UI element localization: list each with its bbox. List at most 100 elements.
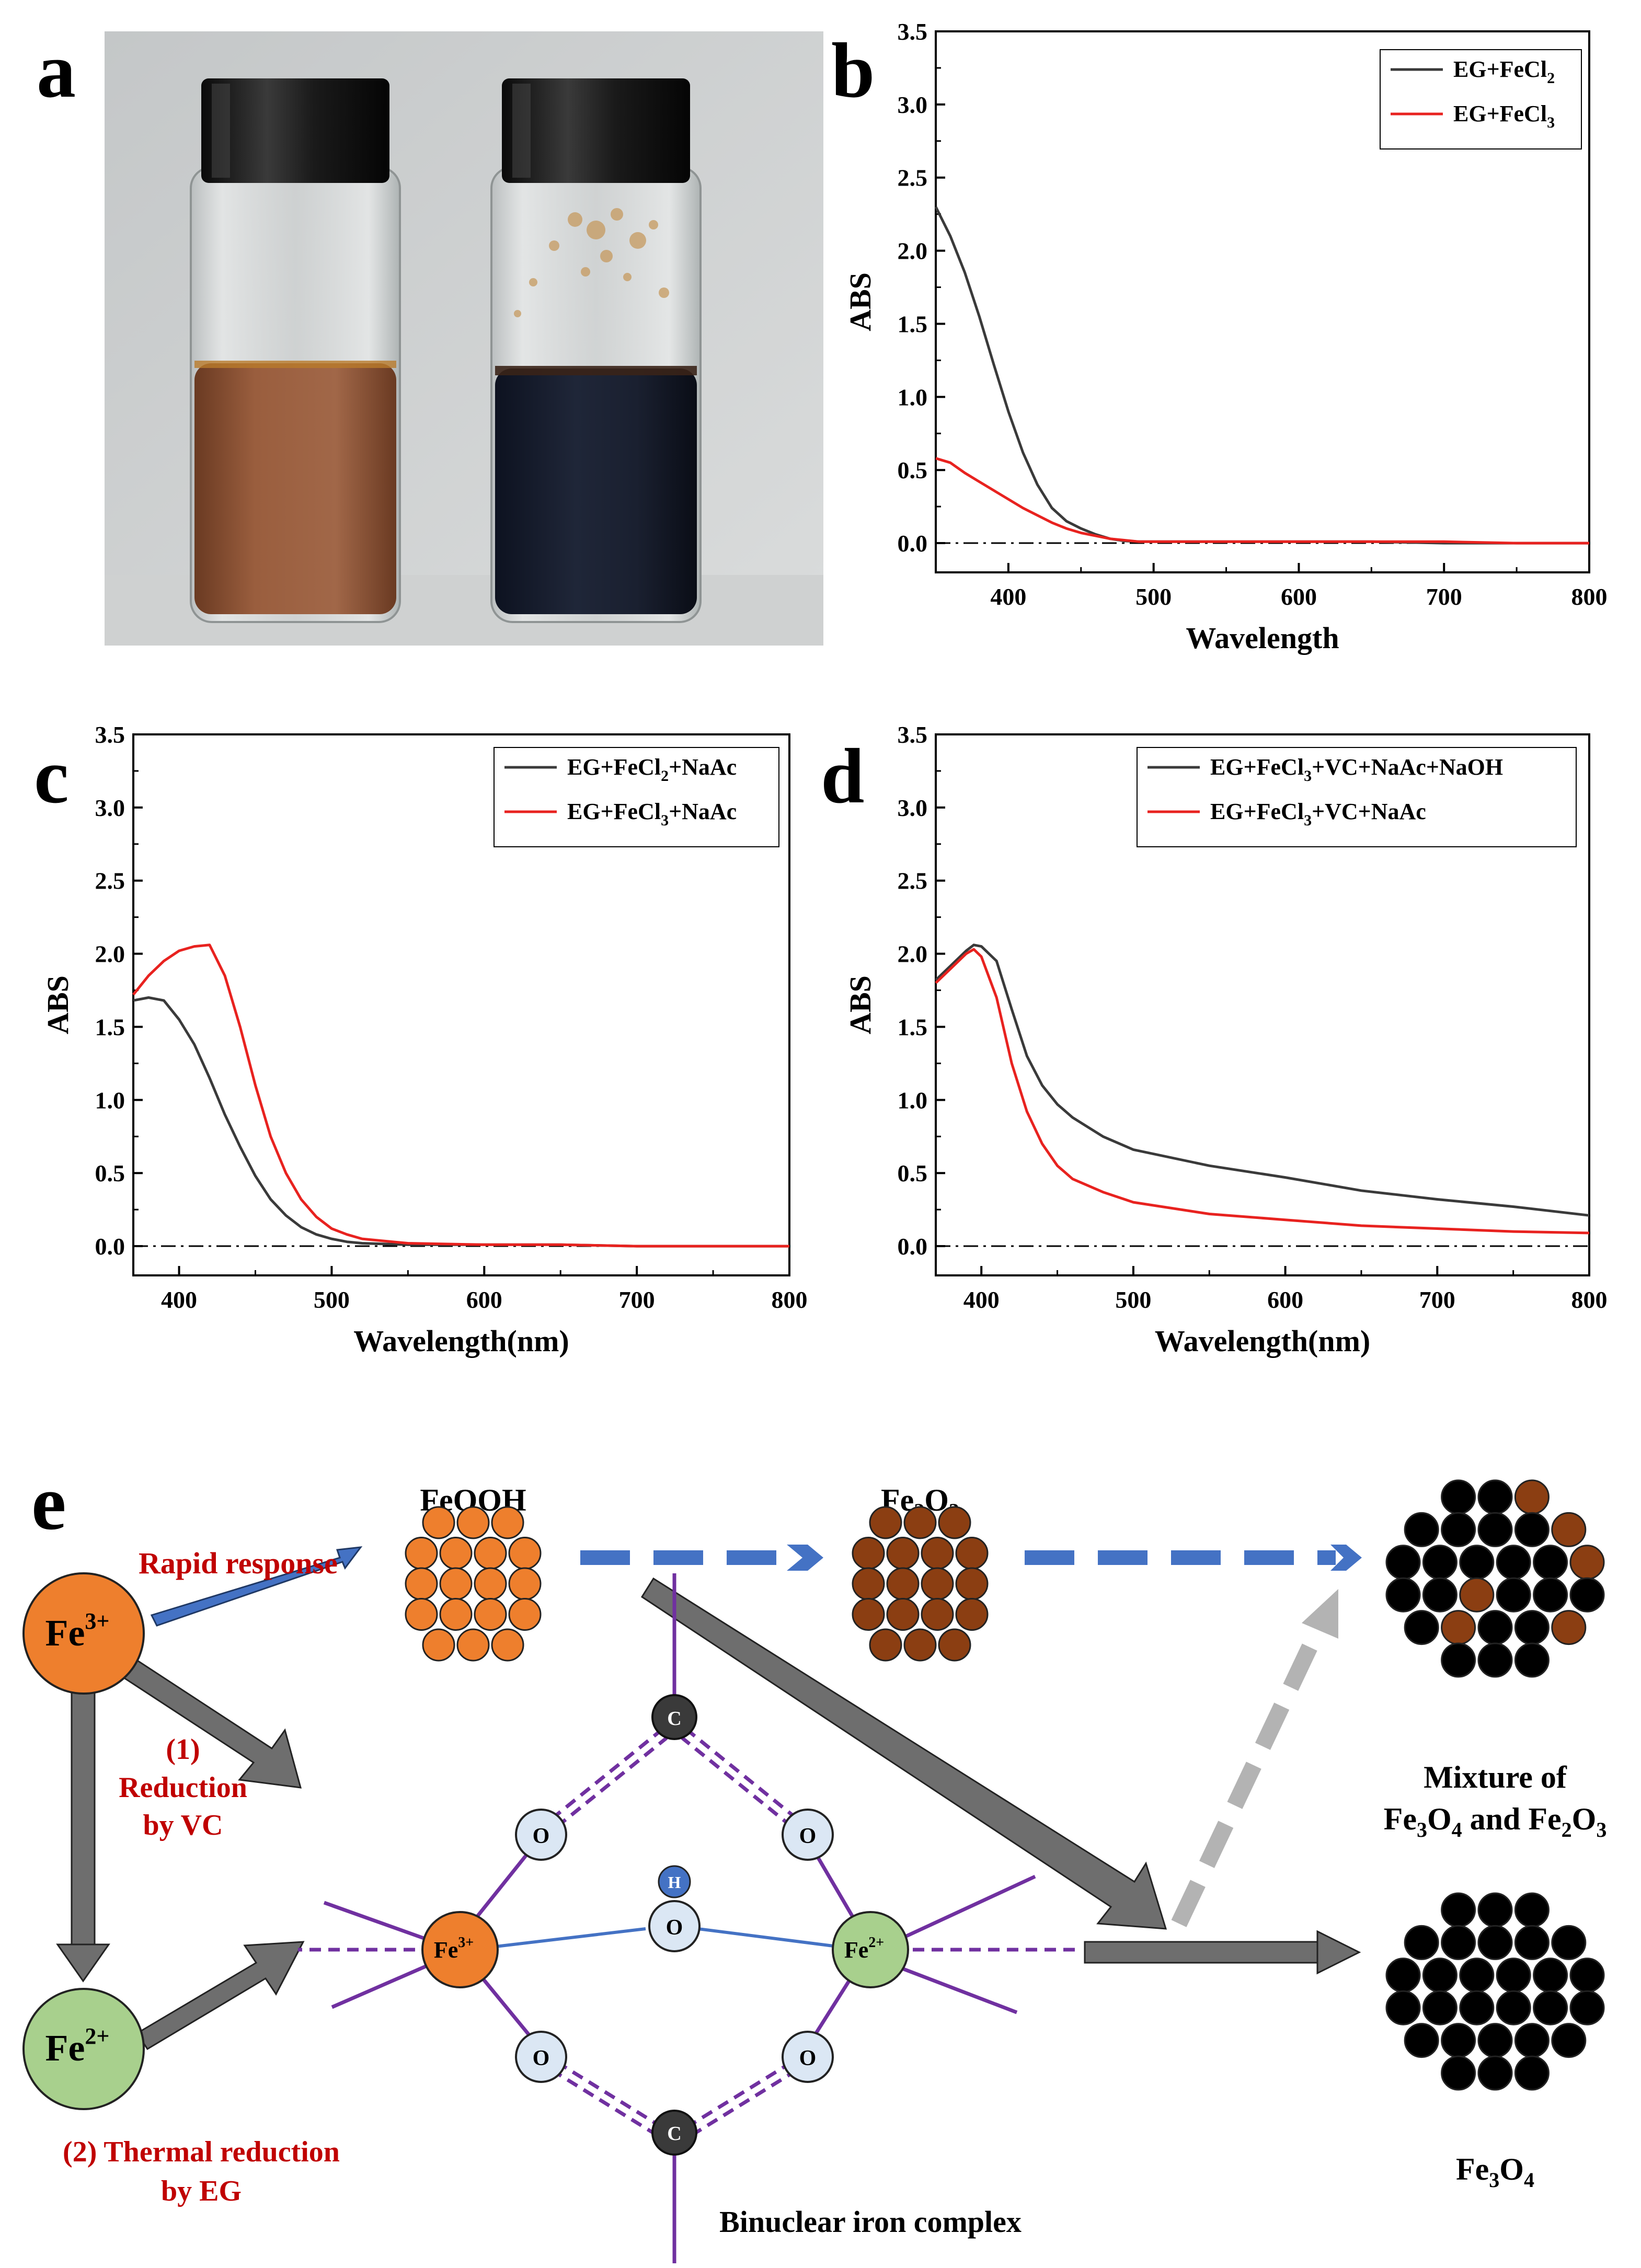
- particle: [474, 1537, 507, 1570]
- panel-e: e: [22, 1459, 1606, 2263]
- particle: [1514, 1925, 1550, 1960]
- particle: [1404, 1610, 1439, 1645]
- particle: [439, 1537, 473, 1570]
- particle: [508, 1537, 542, 1570]
- chart-b: 0.0 0.5 1.0 1.5 2.0 2.5 3.0 3.5 400 500 600 700 800 W…: [843, 18, 1608, 655]
- y-tick-label: 0.0: [95, 1233, 125, 1260]
- node-fe3: Fe3+: [22, 1572, 145, 1695]
- x-tick-label: 600: [466, 1286, 502, 1313]
- vial-dark: [490, 78, 702, 623]
- text-step1-a: Reduction: [119, 1771, 247, 1804]
- y-axis-label: ABS: [41, 975, 75, 1034]
- particle: [852, 1567, 885, 1601]
- cap-left: [201, 78, 389, 183]
- y-tick-label: 2.5: [95, 868, 125, 894]
- panel-c: c 0.0 0.5 1.0 1.5 2.0 2.5 3.0 3.5 400 500 600 700 80…: [34, 721, 808, 1358]
- x-tick-label: 700: [1426, 583, 1462, 610]
- particle: [405, 1598, 438, 1631]
- panel-label-b: b: [831, 27, 875, 114]
- atom-o-bl-label: O: [533, 2046, 550, 2070]
- particle: [1514, 1479, 1550, 1515]
- particle: [921, 1567, 954, 1601]
- y-tick-label: 0.5: [898, 457, 928, 483]
- particle: [1441, 1512, 1476, 1547]
- particle: [405, 1537, 438, 1570]
- particle: [1441, 2023, 1476, 2058]
- particle: [422, 1628, 455, 1662]
- y-axis-label: ABS: [843, 272, 877, 331]
- panel-label-c: c: [34, 733, 69, 820]
- y-tick-label: 1.0: [898, 384, 928, 410]
- cluster-fe3o4: [1385, 1892, 1605, 2091]
- particle: [1459, 1990, 1495, 2025]
- legend-label-1: EG+FeCl2: [1453, 56, 1555, 87]
- particle: [1404, 2023, 1439, 2058]
- x-tick-label: 400: [963, 1286, 1000, 1313]
- particle: [1385, 1577, 1421, 1613]
- series-line-2: [132, 943, 789, 1248]
- arrow-dashed-feooh-to-fe2o3: [580, 1545, 823, 1571]
- particle: [1514, 1642, 1550, 1678]
- particle: [1514, 1892, 1550, 1928]
- particle: [852, 1598, 885, 1631]
- plot-frame: [935, 733, 1590, 1276]
- particle: [422, 1506, 455, 1539]
- particle: [1441, 1610, 1476, 1645]
- particle: [1533, 1958, 1568, 1993]
- y-tick-label: 3.0: [898, 795, 928, 821]
- x-tick-label: 400: [990, 583, 1026, 610]
- particle: [1551, 1610, 1587, 1645]
- arrow-fe3-to-complex: [116, 1659, 302, 1789]
- particle: [938, 1628, 971, 1662]
- x-tick-label: 500: [1115, 1286, 1151, 1313]
- panel-label-a: a: [37, 27, 76, 114]
- particle: [1441, 1925, 1476, 1960]
- particle: [1551, 2023, 1587, 2058]
- particle: [921, 1598, 954, 1631]
- complex-fe2-label: Fe2+: [844, 1935, 884, 1963]
- y-tick-label: 1.0: [898, 1087, 928, 1113]
- x-axis-label: Wavelength: [1186, 621, 1339, 655]
- y-tick-label: 2.5: [898, 165, 928, 191]
- panel-label-d: d: [821, 733, 864, 820]
- x-tick-label: 500: [314, 1286, 350, 1313]
- y-tick-label: 0.0: [898, 1233, 928, 1260]
- arrow-complex-to-fe3o4: [1084, 1930, 1361, 1975]
- y-tick-label: 1.0: [95, 1087, 125, 1113]
- x-tick-label: 400: [161, 1286, 197, 1313]
- particle: [1441, 1892, 1476, 1928]
- vial-residue-spots: [514, 208, 669, 317]
- y-tick-label: 0.5: [95, 1160, 125, 1187]
- particle: [1477, 1892, 1513, 1928]
- atom-o-bl: [515, 2031, 567, 2083]
- legend-box: [494, 747, 779, 847]
- atom-o-tr: [782, 1809, 834, 1861]
- y-tick-label: 3.5: [898, 18, 928, 45]
- text-step1-num: (1): [166, 1733, 200, 1766]
- cap-right-highlight: [512, 84, 531, 178]
- particle: [1422, 1990, 1458, 2025]
- arrow-fe2-to-complex: [135, 1941, 305, 2051]
- complex-dashed-bonds: [298, 1729, 1077, 2139]
- legend-label-2: EG+FeCl3+NaAc: [567, 799, 737, 829]
- series-line-2: [935, 948, 1590, 1235]
- x-tick-label: 800: [1571, 1286, 1608, 1313]
- text-step2-b: by EG: [161, 2175, 242, 2207]
- cap-right: [502, 78, 690, 183]
- legend-label-2: EG+FeCl3+VC+NaAc: [1210, 799, 1426, 829]
- particle: [1477, 1512, 1513, 1547]
- y-axis-label: ABS: [843, 975, 877, 1034]
- particle: [1514, 2055, 1550, 2091]
- particle: [1477, 1610, 1513, 1645]
- particle: [456, 1506, 490, 1539]
- particle: [1533, 1577, 1568, 1613]
- particle: [1385, 1958, 1421, 1993]
- y-tick-label: 2.0: [898, 238, 928, 264]
- atom-c-bottom-label: C: [667, 2123, 681, 2145]
- complex-fe2: [832, 1911, 909, 1988]
- particle: [1422, 1958, 1458, 1993]
- arrow-dashed-to-mixture: [1171, 1589, 1338, 1927]
- particle: [1551, 1925, 1587, 1960]
- x-axis-label: Wavelength(nm): [353, 1324, 569, 1358]
- particle: [1514, 1512, 1550, 1547]
